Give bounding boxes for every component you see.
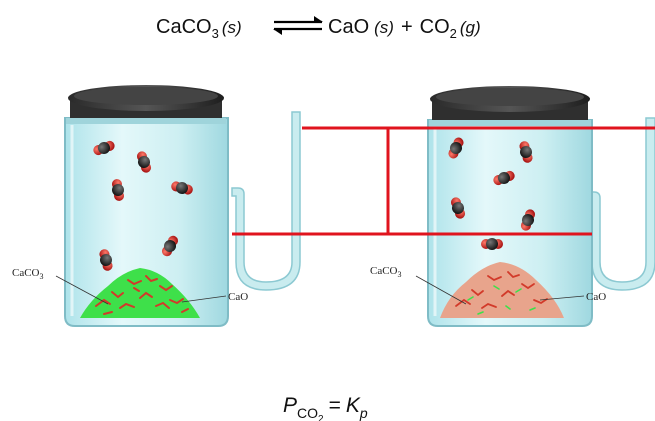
reactant-formula: CaCO — [156, 16, 212, 38]
right-labels: CaCO3 CaO — [370, 265, 606, 305]
right-jar — [427, 119, 593, 327]
co2-molecule-icon — [111, 179, 125, 201]
left-labels: CaCO3 CaO — [12, 267, 248, 305]
left-jar — [64, 117, 229, 327]
co2-molecule-icon — [448, 137, 464, 159]
co2-molecule-icon — [93, 140, 115, 156]
left-lid — [66, 85, 226, 124]
right-manometer-tube — [587, 117, 655, 291]
co2-molecule-icon — [493, 170, 515, 186]
right-solid-pile — [440, 262, 564, 318]
co2-molecule-icon — [171, 181, 193, 195]
product1-formula: CaO — [328, 16, 369, 38]
co2-molecule-icon — [519, 141, 533, 163]
co2-molecule-icon — [520, 209, 536, 231]
reactant-state: (s) — [222, 18, 242, 37]
product2-formula: CO — [420, 16, 450, 38]
product2-state: (g) — [460, 18, 481, 37]
product2-subscript: 2 — [450, 26, 457, 41]
right-cao-label: CaO — [586, 291, 606, 303]
right-co2-molecules — [448, 137, 536, 250]
pressure-level-lines — [232, 126, 655, 236]
k-subscript: p — [359, 405, 368, 421]
equilibrium-arrows-icon — [273, 16, 323, 35]
reactant-subscript: 3 — [212, 26, 219, 41]
equilibrium-expression: PCO2= Kp — [283, 394, 368, 421]
svg-text:CaCO3: CaCO3 — [370, 265, 402, 279]
k-symbol: K — [346, 394, 361, 417]
product1-state: (s) — [374, 18, 394, 37]
left-apparatus: CaCO3 CaO — [12, 85, 301, 327]
svg-text:CaCO3(s): CaCO3 (s) — [156, 16, 242, 41]
right-lid — [429, 86, 591, 126]
co2-molecule-icon — [99, 249, 113, 271]
co2-molecule-icon — [481, 238, 503, 250]
pressure-subscript: CO — [297, 405, 318, 421]
svg-text:CaO(s)+CO2(g): CaO (s) + CO2 (g) — [328, 16, 481, 41]
svg-text:CaCO3: CaCO3 — [12, 267, 44, 281]
co2-molecule-icon — [450, 197, 466, 219]
plus-sign: + — [401, 16, 413, 38]
right-apparatus: CaCO3 CaO — [370, 86, 655, 327]
co2-molecule-icon — [136, 151, 152, 173]
svg-text:PCO2=Kp: PCO2= Kp — [283, 394, 368, 421]
pressure-symbol: P — [283, 394, 297, 417]
left-co2-molecules — [93, 140, 193, 271]
reaction-equation: CaCO3 (s) CaO (s) + CO2 (g) — [156, 16, 481, 41]
left-cao-label: CaO — [228, 291, 248, 303]
left-caco3-label: CaCO — [12, 267, 40, 279]
equals-sign: = — [329, 394, 341, 417]
right-caco3-label: CaCO — [370, 265, 398, 277]
co2-molecule-icon — [162, 235, 178, 257]
left-manometer-tube — [231, 111, 301, 291]
left-solid-pile — [80, 268, 200, 318]
